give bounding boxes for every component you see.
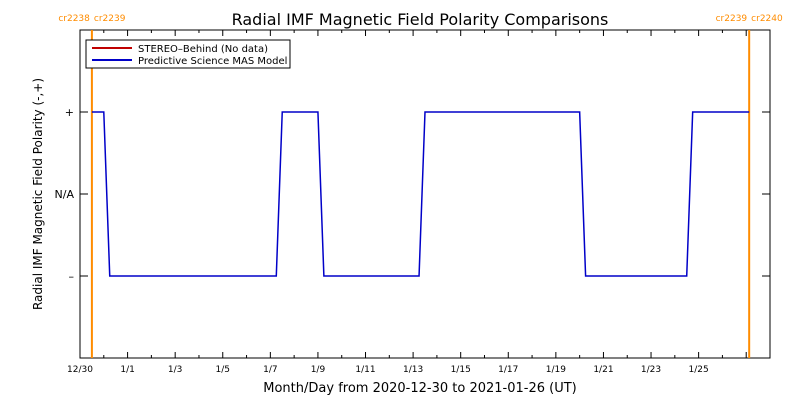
x-tick-label: 12/30 <box>67 365 93 375</box>
x-tick-label: 1/3 <box>168 365 182 375</box>
x-tick-label: 1/9 <box>311 365 326 375</box>
y-axis-label: Radial IMF Magnetic Field Polarity (-,+) <box>31 78 45 310</box>
x-tick-label: 1/17 <box>498 365 518 375</box>
x-axis-label: Month/Day from 2020-12-30 to 2021-01-26 … <box>263 381 576 396</box>
carrington-label-left: cr2239 <box>716 14 748 24</box>
legend-label-mas: Predictive Science MAS Model <box>138 56 287 67</box>
series-line-1 <box>91 111 750 277</box>
carrington-label-right: cr2240 <box>751 14 783 24</box>
x-tick-label: 1/7 <box>263 365 277 375</box>
plot-frame <box>79 29 771 359</box>
chart-legend: STEREO–Behind (No data) Predictive Scien… <box>85 39 291 69</box>
x-tick-label: 1/5 <box>216 365 230 375</box>
y-tick-label: N/A <box>55 188 75 201</box>
x-tick-label: 1/13 <box>403 365 423 375</box>
legend-label-stereo: STEREO–Behind (No data) <box>138 44 268 55</box>
y-tick-label: – <box>69 270 75 283</box>
carrington-label-left: cr2238 <box>58 14 90 24</box>
x-tick-label: 1/15 <box>451 365 471 375</box>
x-tick-label: 1/1 <box>120 365 134 375</box>
x-tick-label: 1/25 <box>689 365 709 375</box>
legend-box <box>85 39 291 69</box>
x-tick-label: 1/23 <box>641 365 661 375</box>
x-tick-label: 1/11 <box>355 365 375 375</box>
carrington-label-right: cr2239 <box>94 14 126 24</box>
x-tick-label: 1/19 <box>546 365 566 375</box>
x-tick-label: 1/21 <box>593 365 613 375</box>
chart-title: Radial IMF Magnetic Field Polarity Compa… <box>232 10 609 29</box>
y-tick-label: + <box>65 106 74 119</box>
